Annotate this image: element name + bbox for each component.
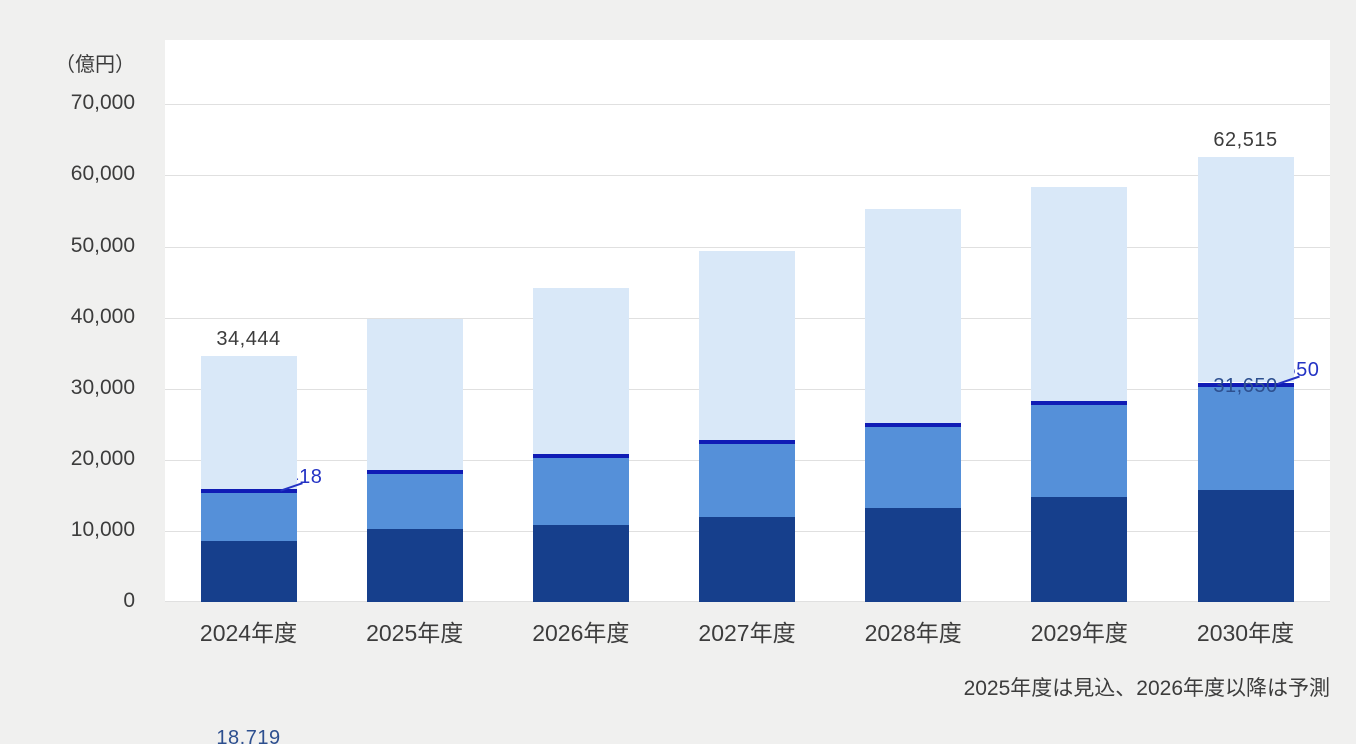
bar-segment-saas [1031,187,1128,401]
bar-total-label: 62,515 [1213,129,1278,152]
bar-segment-daas [699,440,795,445]
bar-segment-iaas: 8,603 [200,540,297,602]
y-axis-unit-label: （億円） [55,54,135,76]
x-axis-label: 2025年度 [366,620,464,646]
bar-segment-daas [532,453,629,458]
bar-segment-iaas: 15,704 [1197,490,1294,602]
plot-area: 8,6036,70441818,71934,44415,70414,611550… [165,40,1330,744]
bar-segment-paas: 14,611 [1197,386,1294,491]
gridline [165,246,1330,248]
bar-segment-paas [366,474,463,529]
bar-segment-iaas [532,525,629,602]
footnote: 2025年度は見込、2026年度以降は予測 [963,677,1330,700]
bar-segment-daas [1031,401,1128,406]
bar-segment-saas [865,209,962,424]
bar-segment-saas [532,288,629,454]
bar-segment-paas: 6,704 [200,493,297,541]
bar-segment-saas [699,251,795,441]
x-axis-label: 2026年度 [532,620,630,646]
gridline [165,175,1330,177]
bar-value-label-saas: 31,650 [1213,375,1278,398]
x-axis-label: 2024年度 [199,620,298,646]
bar-segment-saas: 18,719 [200,356,297,744]
bar-total-label: 34,444 [216,328,281,351]
bar-value-label-saas: 18,719 [216,726,281,744]
bar-segment-iaas [1031,496,1128,602]
bar-segment-iaas [366,528,463,602]
gridline [165,104,1330,106]
bar-segment-daas [1197,382,1294,387]
y-tick-label: 50,000 [70,233,135,257]
bar-segment-paas [699,444,795,518]
y-tick-label: 30,000 [70,375,135,399]
y-tick-label: 60,000 [70,162,135,186]
x-axis-label: 2027年度 [698,620,796,646]
x-axis-label: 2028年度 [864,620,962,646]
bar-segment-paas [865,427,962,509]
bar-segment-iaas [865,508,962,602]
bar-segment-paas [532,457,629,526]
y-tick-label: 40,000 [70,304,135,328]
bar-segment-daas [200,489,297,494]
x-axis-label: 2030年度 [1196,620,1295,646]
y-tick-label: 70,000 [70,91,135,115]
bar-segment-saas: 31,650 [1197,157,1294,397]
bar-segment-daas [366,470,463,474]
bar-segment-daas [865,423,962,428]
bar-segment-paas [1031,405,1128,497]
x-axis-label: 2029年度 [1030,620,1128,646]
y-tick-label: 20,000 [70,446,135,470]
y-tick-label: 10,000 [70,517,135,541]
bar-segment-saas [366,319,463,470]
y-tick-label: 0 [123,589,135,612]
bar-segment-iaas [699,517,795,602]
